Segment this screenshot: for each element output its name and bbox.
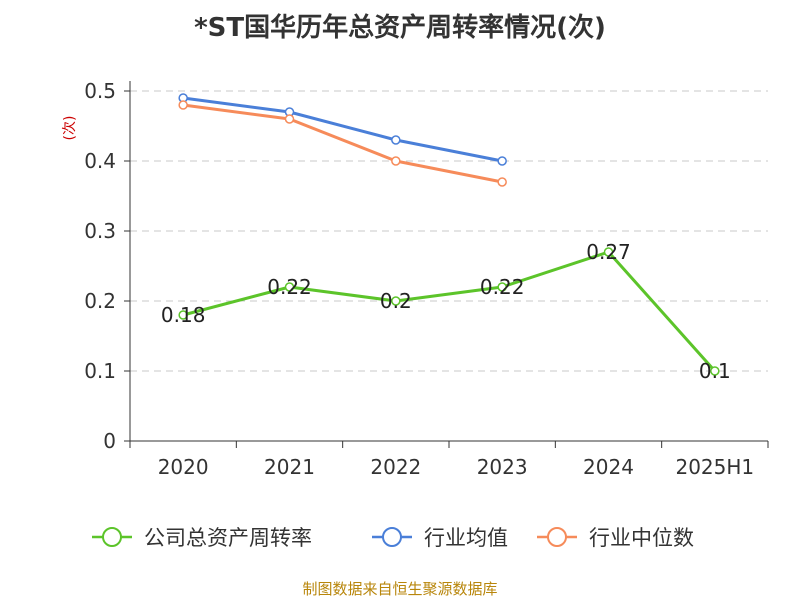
axes: 0 0.1 0.2 0.3 0.4 0.5 2020 2021 2022 2023 2024 2025… <box>84 79 769 479</box>
y-tick-label: 0.5 <box>84 79 116 103</box>
data-point <box>391 135 401 145</box>
data-point <box>497 156 507 166</box>
y-tick-label: 0.4 <box>84 149 116 173</box>
x-tick-label: 2024 <box>583 455 634 479</box>
x-tick-label: 2022 <box>370 455 421 479</box>
legend-marker <box>102 527 122 547</box>
y-tick-label: 0 <box>103 429 116 453</box>
grid-lines <box>130 90 768 372</box>
legend-item: 行业中位数 <box>537 526 694 550</box>
series-line <box>182 96 503 163</box>
data-label: 0.2 <box>380 289 412 313</box>
legend-item: 公司总资产周转率 <box>92 526 312 550</box>
data-point <box>284 282 295 292</box>
series-line <box>182 250 716 372</box>
data-label: 0.22 <box>267 275 312 299</box>
x-tick-label: 2023 <box>477 455 528 479</box>
legend-marker <box>382 527 402 547</box>
x-tick-label: 2020 <box>158 455 209 479</box>
legend-label: 行业均值 <box>424 526 508 550</box>
data-point <box>178 100 188 110</box>
data-point <box>284 114 295 124</box>
legend: 公司总资产周转率 行业均值 行业中位数 <box>92 526 694 550</box>
x-tick-label: 2025H1 <box>675 455 754 479</box>
y-tick-label: 0.1 <box>84 359 116 383</box>
data-point <box>391 296 401 306</box>
source-note: 制图数据来自恒生聚源数据库 <box>302 580 497 598</box>
series-layer <box>178 93 720 376</box>
chart-title: *ST国华历年总资产周转率情况(次) <box>194 12 606 43</box>
y-tick-label: 0.3 <box>84 219 116 243</box>
data-point <box>178 310 188 320</box>
series-line <box>182 103 503 184</box>
data-label: 0.18 <box>161 303 206 327</box>
y-tick-label: 0.2 <box>84 289 116 313</box>
data-label: 0.27 <box>586 240 631 264</box>
data-label: 0.1 <box>699 359 731 383</box>
legend-label: 公司总资产周转率 <box>144 526 312 550</box>
data-point <box>603 247 614 257</box>
data-point <box>391 156 401 166</box>
data-labels: 0.18 0.22 0.2 0.22 0.27 0.1 <box>161 240 731 383</box>
data-label: 0.22 <box>480 275 525 299</box>
legend-marker <box>547 527 567 547</box>
legend-item: 行业均值 <box>372 526 508 550</box>
y-axis-label: (次) <box>62 116 78 141</box>
data-point <box>497 282 507 292</box>
legend-label: 行业中位数 <box>589 526 694 550</box>
data-point <box>710 366 720 376</box>
x-tick-label: 2021 <box>264 455 315 479</box>
data-point <box>497 177 507 187</box>
